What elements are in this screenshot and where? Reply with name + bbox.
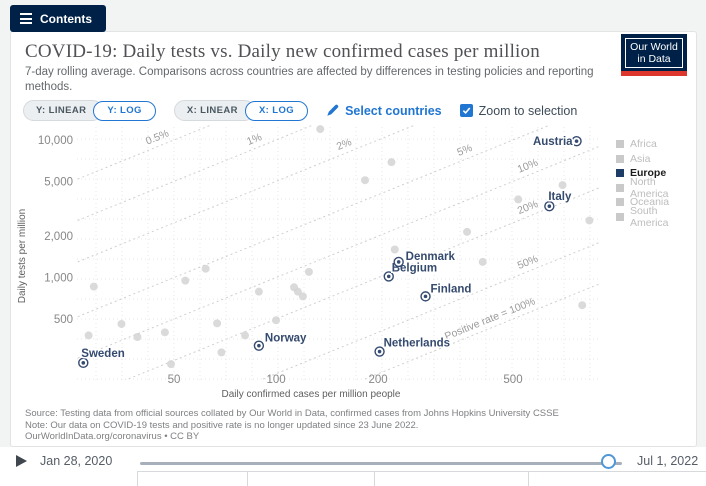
svg-text:100: 100: [266, 374, 285, 386]
select-countries-label: Select countries: [345, 103, 442, 118]
country-label-austria: Austria: [533, 136, 573, 148]
legend-item-south-america[interactable]: South America: [616, 205, 696, 229]
legend-swatch: [616, 154, 624, 163]
country-point-austria[interactable]: Austria: [531, 135, 582, 150]
svg-text:5,000: 5,000: [44, 176, 73, 188]
legend-swatch: [616, 140, 624, 149]
x-log-button[interactable]: X: LOG: [244, 100, 309, 121]
legend-item-europe[interactable]: Europe: [616, 166, 696, 181]
svg-text:1%: 1%: [245, 131, 264, 148]
checkmark-icon: [462, 107, 470, 115]
x-scale-toggle: X: LINEAR X: LOG: [173, 100, 309, 121]
data-table-fragment: [0, 471, 706, 486]
source-note: Source: Testing data from official sourc…: [25, 408, 559, 443]
y-axis-title: Daily tests per million: [17, 209, 28, 303]
country-point-sweden[interactable]: Sweden: [78, 346, 126, 369]
note-line: Note: Our data on COVID-19 tests and pos…: [25, 419, 419, 431]
country-point-belgium[interactable]: Belgium: [383, 261, 439, 282]
svg-text:10,000: 10,000: [38, 135, 73, 147]
positive-rate-lines: [77, 125, 600, 380]
legend-swatch: [616, 212, 624, 221]
owid-logo[interactable]: Our World in Data: [621, 34, 687, 76]
svg-text:500: 500: [54, 314, 73, 326]
svg-text:200: 200: [369, 374, 388, 386]
legend-item-oceania[interactable]: Oceania: [616, 195, 696, 210]
country-point-norway[interactable]: Norway: [253, 331, 309, 351]
svg-text:50%: 50%: [516, 253, 540, 272]
timeline-track[interactable]: [140, 462, 622, 465]
legend-label: Asia: [630, 152, 651, 165]
chart-card: COVID-19: Daily tests vs. Daily new conf…: [10, 31, 697, 447]
zoom-to-selection-control[interactable]: Zoom to selection: [459, 103, 578, 118]
owid-logo-text: Our World in Data: [625, 37, 683, 68]
timeline-handle[interactable]: [601, 453, 616, 469]
x-linear-button[interactable]: X: LINEAR: [173, 100, 255, 121]
legend-item-africa[interactable]: Africa: [616, 137, 696, 152]
source-line: Source: Testing data from official sourc…: [25, 408, 559, 419]
x-axis-title: Daily confirmed cases per million people: [222, 389, 401, 400]
background-country-dots: [84, 125, 594, 369]
svg-text:10%: 10%: [516, 157, 540, 176]
legend-item-asia[interactable]: Asia: [616, 152, 696, 167]
country-point-italy[interactable]: Italy: [544, 190, 573, 212]
svg-text:50: 50: [168, 374, 181, 386]
country-label-italy: Italy: [548, 191, 572, 203]
svg-text:5%: 5%: [455, 142, 474, 159]
timeline-slider: Jan 28, 2020 Jul 1, 2022: [0, 447, 706, 471]
scatter-plot[interactable]: 0.5% 1% 2% 5%10%20%50%Positive rate = 100%5…: [11, 121, 698, 407]
y-log-button[interactable]: Y: LOG: [93, 100, 156, 121]
country-label-finland: Finland: [431, 283, 472, 295]
axis-ticks: 50 100 200 500 500 1,000 2,000 5,000 10,000: [38, 135, 523, 386]
license-line[interactable]: OurWorldInData.org/coronavirus • CC BY: [25, 431, 200, 442]
y-linear-button[interactable]: Y: LINEAR: [23, 100, 104, 121]
select-countries-button[interactable]: Select countries: [326, 104, 442, 118]
country-point-netherlands[interactable]: Netherlands: [374, 336, 452, 357]
pencil-icon: [327, 104, 339, 116]
play-button[interactable]: [16, 455, 27, 467]
chart-controls: Y: LINEAR Y: LOG X: LINEAR X: LOG Select…: [23, 100, 577, 121]
country-label-sweden: Sweden: [81, 348, 124, 360]
svg-text:2%: 2%: [335, 136, 354, 153]
positive-rate-labels: 0.5% 1% 2% 5%10%20%50%Positive rate = 100%: [144, 127, 540, 342]
chart-title: COVID-19: Daily tests vs. Daily new conf…: [25, 41, 540, 62]
timeline-end-date: Jul 1, 2022: [637, 454, 699, 468]
y-scale-toggle: Y: LINEAR Y: LOG: [23, 100, 156, 121]
chart-subtitle: 7-day rolling average. Comparisons acros…: [25, 66, 594, 93]
country-point-denmark[interactable]: Denmark: [393, 249, 457, 268]
legend-item-north-america[interactable]: North America: [616, 176, 696, 200]
country-point-finland[interactable]: Finland: [420, 282, 473, 302]
legend-label: South America: [630, 204, 669, 229]
country-label-denmark: Denmark: [406, 251, 456, 263]
timeline-start-date: Jan 28, 2020: [40, 454, 113, 468]
svg-text:1,000: 1,000: [44, 273, 73, 285]
legend-label: North America: [630, 175, 669, 200]
svg-text:500: 500: [503, 374, 522, 386]
continent-legend: Africa Asia Europe North America Oceania Sout…: [616, 137, 696, 229]
legend-label: Europe: [630, 167, 667, 180]
legend-swatch: [616, 183, 624, 192]
country-label-norway: Norway: [265, 333, 307, 345]
legend-label: Oceania: [630, 196, 670, 209]
legend-swatch: [616, 169, 624, 178]
contents-button-label: Contents: [40, 11, 92, 26]
legend-label: Africa: [630, 138, 657, 151]
zoom-to-selection-checkbox[interactable]: [459, 104, 473, 117]
country-label-netherlands: Netherlands: [384, 338, 450, 350]
hamburger-icon: [20, 13, 32, 24]
contents-button[interactable]: Contents: [10, 5, 106, 32]
svg-text:2,000: 2,000: [44, 231, 73, 243]
legend-swatch: [616, 198, 624, 207]
zoom-to-selection-label: Zoom to selection: [478, 103, 578, 118]
table-top-border: [137, 471, 706, 472]
svg-text:0.5%: 0.5%: [144, 127, 171, 147]
